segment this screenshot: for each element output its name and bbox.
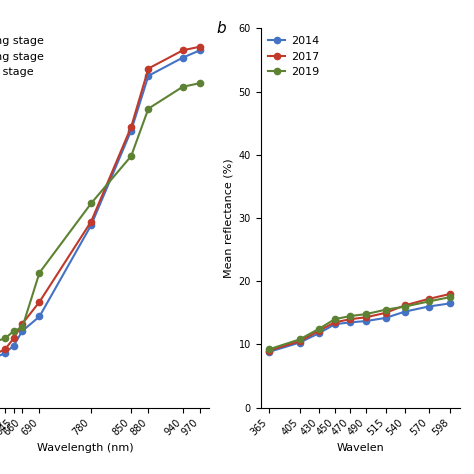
2019 [402, 304, 408, 310]
2019 [128, 153, 134, 159]
Line: 2017: 2017 [0, 44, 203, 378]
2017 [447, 291, 453, 297]
2017 [19, 321, 25, 327]
2014 [347, 319, 353, 325]
2019 [11, 328, 17, 334]
2019 [19, 325, 25, 330]
2019 [383, 307, 389, 312]
2017 [146, 66, 151, 72]
2019 [88, 201, 94, 206]
2014 [332, 321, 337, 327]
2014 [180, 55, 186, 61]
2017 [383, 310, 389, 316]
Line: 2017: 2017 [265, 291, 454, 354]
2014 [426, 304, 431, 310]
2019 [347, 313, 353, 319]
2017 [197, 44, 203, 49]
X-axis label: Wavelength (nm): Wavelength (nm) [37, 443, 134, 453]
2019 [332, 316, 337, 322]
Line: 2019: 2019 [0, 80, 203, 360]
2014 [265, 349, 271, 355]
2017 [332, 319, 337, 325]
2014 [19, 328, 25, 334]
Line: 2014: 2014 [265, 300, 454, 355]
2014 [383, 315, 389, 321]
2014 [363, 318, 369, 324]
Line: 2019: 2019 [265, 294, 454, 353]
2019 [36, 270, 42, 275]
2019 [447, 294, 453, 300]
2014 [88, 222, 94, 228]
2019 [2, 336, 8, 341]
Text: b: b [217, 21, 227, 36]
2014 [36, 314, 42, 319]
2017 [180, 47, 186, 53]
2017 [265, 348, 271, 354]
2017 [402, 302, 408, 308]
Line: 2014: 2014 [0, 47, 203, 371]
2017 [347, 316, 353, 322]
2017 [297, 338, 302, 344]
2017 [11, 336, 17, 341]
2017 [88, 219, 94, 225]
2017 [128, 124, 134, 130]
2019 [426, 299, 431, 304]
2019 [265, 346, 271, 352]
2019 [146, 106, 151, 111]
2019 [180, 84, 186, 90]
2014 [146, 73, 151, 79]
2017 [363, 314, 369, 320]
2019 [297, 337, 302, 342]
2014 [2, 350, 8, 356]
2014 [317, 330, 322, 336]
Legend: 2014, 2017, 2019: 2014, 2017, 2019 [266, 34, 321, 80]
2014 [197, 47, 203, 53]
2019 [197, 80, 203, 86]
2014 [297, 340, 302, 346]
2014 [11, 343, 17, 348]
Y-axis label: Mean reflectance (%): Mean reflectance (%) [223, 158, 233, 278]
2017 [426, 296, 431, 302]
2019 [363, 311, 369, 317]
2017 [2, 346, 8, 352]
2014 [447, 301, 453, 306]
Legend: ing stage, ing stage, g stage: ing stage, ing stage, g stage [0, 34, 46, 80]
2019 [317, 326, 322, 331]
2014 [402, 309, 408, 314]
2014 [128, 128, 134, 133]
X-axis label: Wavelen: Wavelen [337, 443, 384, 453]
2017 [36, 299, 42, 305]
2017 [317, 328, 322, 333]
